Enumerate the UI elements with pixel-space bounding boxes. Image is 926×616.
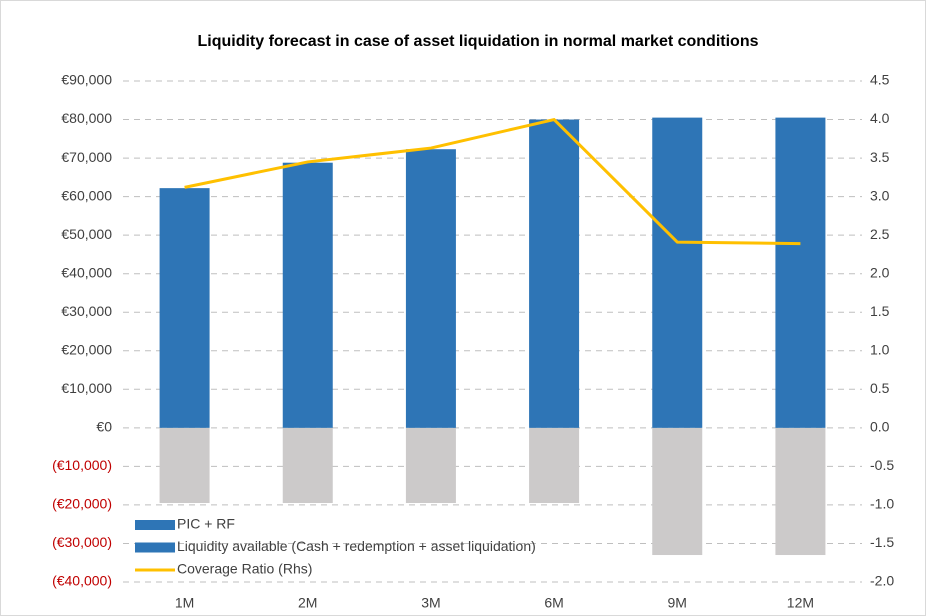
y-tick-label: €20,000 [61, 341, 112, 357]
x-tick-label: 2M [298, 595, 317, 611]
y2-tick-label: 2.5 [870, 226, 890, 242]
y2-tick-label: 0.0 [870, 419, 890, 435]
y-tick-label: €50,000 [61, 226, 112, 242]
y-tick-label: €30,000 [61, 303, 112, 319]
y2-tick-label: -1.5 [870, 534, 894, 550]
bar [652, 117, 703, 428]
y2-tick-label: -1.0 [870, 496, 894, 512]
y2-tick-label: 4.0 [870, 110, 890, 126]
y2-tick-label: 3.5 [870, 149, 890, 165]
y2-tick-label: 3.0 [870, 187, 890, 203]
x-tick-label: 3M [421, 595, 440, 611]
y-tick-label: €70,000 [61, 149, 112, 165]
bar [652, 427, 703, 556]
bar [282, 162, 333, 428]
x-tick-label: 9M [668, 595, 687, 611]
bar [405, 427, 456, 503]
legend-swatch [135, 520, 175, 530]
y-tick-label: €90,000 [61, 72, 112, 88]
bar [159, 427, 210, 503]
y2-tick-label: -0.5 [870, 457, 894, 473]
x-tick-label: 6M [544, 595, 563, 611]
legend-label: Liquidity available (Cash + redemption +… [177, 538, 536, 554]
y-tick-label: €10,000 [61, 380, 112, 396]
y2-tick-label: 1.0 [870, 341, 890, 357]
chart-title: Liquidity forecast in case of asset liqu… [198, 33, 759, 50]
x-tick-label: 12M [787, 595, 814, 611]
y2-tick-label: -2.0 [870, 573, 894, 589]
x-tick-label: 1M [175, 595, 194, 611]
bar [159, 188, 210, 428]
y-tick-label: €0 [96, 419, 112, 435]
y-tick-label: (€40,000) [52, 573, 112, 589]
y-tick-label: (€30,000) [52, 534, 112, 550]
y2-tick-label: 4.5 [870, 72, 890, 88]
bar [282, 427, 333, 503]
legend-swatch [135, 542, 175, 553]
bar [529, 427, 580, 503]
y2-tick-label: 2.0 [870, 264, 890, 280]
y-tick-label: (€20,000) [52, 496, 112, 512]
y-tick-label: €40,000 [61, 264, 112, 280]
y2-tick-label: 0.5 [870, 380, 890, 396]
bar [405, 149, 456, 428]
legend-label: Coverage Ratio (Rhs) [177, 561, 312, 577]
line [184, 118, 801, 246]
y-tick-label: €60,000 [61, 187, 112, 203]
legend-label: PIC + RF [177, 516, 235, 532]
y-tick-label: €80,000 [61, 110, 112, 126]
bar [775, 117, 826, 428]
bar [775, 427, 826, 556]
y2-tick-label: 1.5 [870, 303, 890, 319]
y-tick-label: (€10,000) [52, 457, 112, 473]
bar [529, 119, 580, 428]
